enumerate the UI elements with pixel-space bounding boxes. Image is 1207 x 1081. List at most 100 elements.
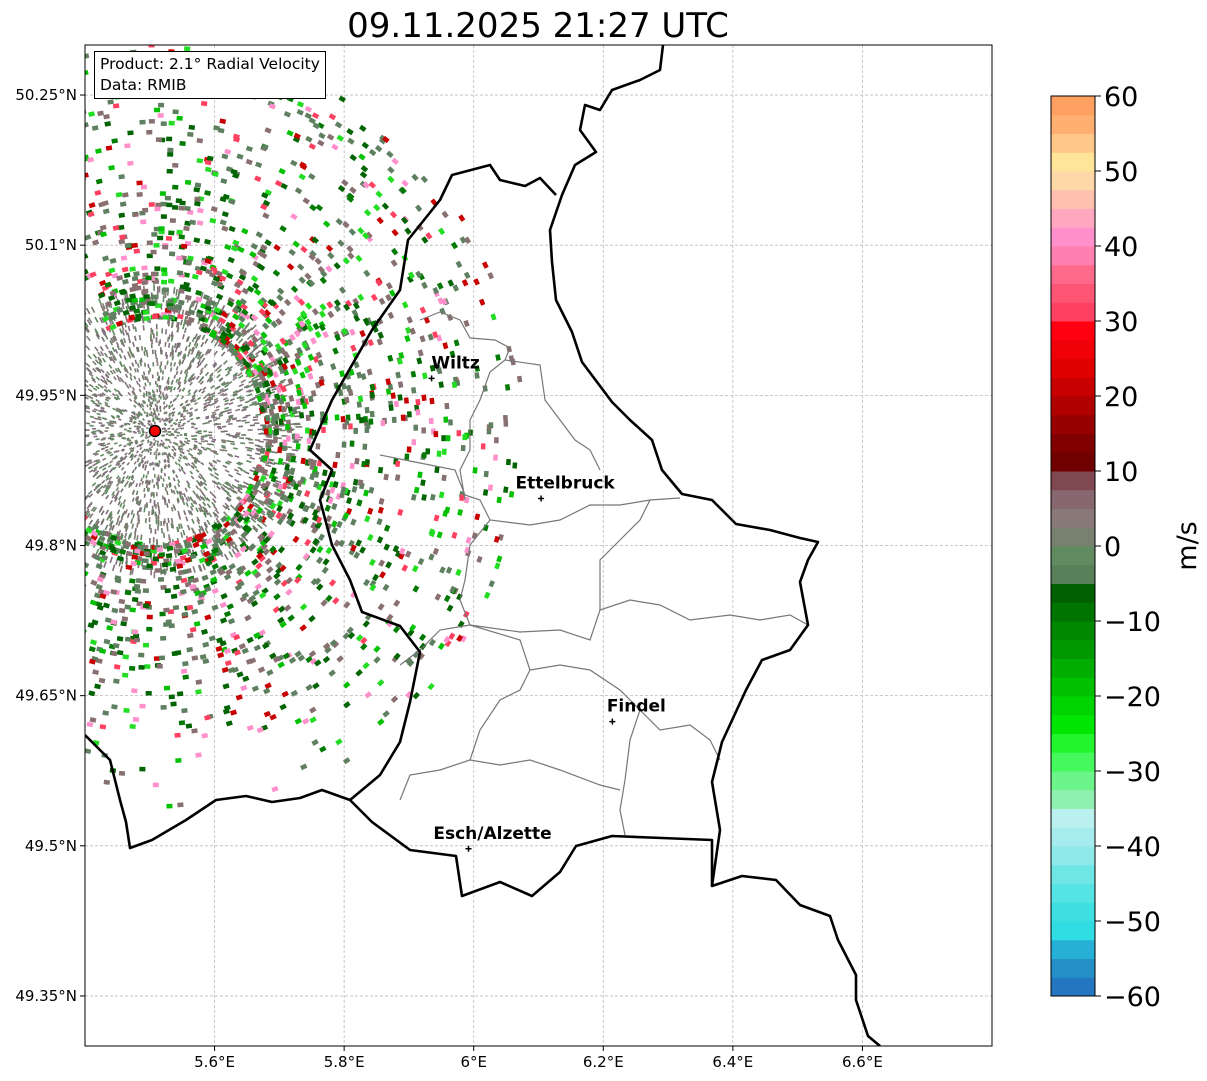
radar-gate <box>37 444 43 446</box>
radar-gate <box>150 442 153 445</box>
radar-gate <box>198 442 203 445</box>
radar-gate <box>279 337 287 345</box>
radar-gate <box>179 427 183 430</box>
radar-gate <box>75 490 80 495</box>
radar-gate <box>195 469 200 473</box>
radar-gate <box>179 523 183 529</box>
radar-gate <box>188 411 193 415</box>
radar-gate <box>159 368 162 373</box>
radar-gate <box>210 206 218 212</box>
radar-gate <box>249 424 256 427</box>
radar-gate <box>141 400 145 404</box>
radar-gate <box>63 161 70 167</box>
radar-gate <box>141 314 144 321</box>
radar-gate <box>175 366 179 371</box>
radar-gate <box>429 529 436 538</box>
radar-gate <box>187 524 191 531</box>
radar-gate <box>184 345 188 352</box>
radar-gate <box>199 370 204 376</box>
radar-gate <box>143 411 147 415</box>
radar-gate <box>161 392 165 396</box>
radar-gate <box>55 475 61 479</box>
radar-gate <box>128 383 132 388</box>
radar-gate <box>148 395 151 399</box>
radar-gate <box>91 378 97 383</box>
radar-gate <box>132 633 140 639</box>
radar-gate <box>163 387 167 391</box>
radar-gate <box>17 427 23 429</box>
radar-gate <box>75 651 82 657</box>
radar-gate <box>151 232 158 237</box>
radar-gate <box>111 491 116 496</box>
colorbar-segment <box>1051 696 1095 716</box>
radar-gate <box>132 717 140 722</box>
radar-gate <box>239 398 245 402</box>
radar-gate <box>278 424 285 427</box>
radar-gate <box>120 479 124 484</box>
radar-gate <box>42 367 48 371</box>
radar-gate <box>72 509 77 514</box>
radar-gate <box>263 497 271 505</box>
radar-gate <box>202 550 211 558</box>
radar-gate <box>242 523 250 532</box>
radar-gate <box>70 425 75 427</box>
radar-gate <box>77 455 82 458</box>
radar-gate <box>201 496 206 502</box>
radar-gate <box>157 519 160 525</box>
radar-gate <box>166 803 173 809</box>
radar-gate <box>368 418 374 425</box>
radar-gate <box>181 497 185 503</box>
radar-gate <box>273 244 281 252</box>
radar-gate <box>108 525 113 531</box>
radar-gate <box>349 440 355 447</box>
radar-gate <box>61 460 66 463</box>
radar-gate <box>39 369 45 373</box>
radar-gate <box>201 563 206 571</box>
radar-gate <box>246 334 253 341</box>
radar-gate <box>16 436 23 438</box>
radar-gate <box>76 175 83 181</box>
radar-gate <box>180 243 188 249</box>
radar-gate <box>142 376 145 381</box>
radar-gate <box>349 462 355 470</box>
radar-gate <box>162 287 169 293</box>
radar-gate <box>197 599 205 606</box>
radar-gate <box>211 480 217 485</box>
radar-gate <box>173 561 177 569</box>
radar-gate <box>39 769 46 775</box>
radar-gate <box>62 367 68 371</box>
radar-gate <box>72 429 77 431</box>
radar-gate <box>208 431 213 434</box>
radar-gate <box>41 473 47 477</box>
radar-gate <box>133 637 141 643</box>
radar-gate <box>226 272 234 280</box>
radar-gate <box>235 486 241 491</box>
radar-gate <box>197 334 202 341</box>
radar-gate <box>50 427 55 429</box>
radar-gate <box>292 240 300 248</box>
radar-gate <box>184 487 188 492</box>
radar-gate <box>121 479 125 484</box>
radar-gate <box>240 303 248 311</box>
radar-gate <box>37 347 43 352</box>
border-france-belgium <box>85 734 351 850</box>
radar-gate <box>251 685 260 692</box>
radar-gate <box>333 299 341 307</box>
radar-gate <box>248 594 257 602</box>
radar-gate <box>143 294 150 300</box>
radar-gate <box>161 495 164 500</box>
radar-gate <box>52 639 59 646</box>
radar-gate <box>342 757 351 765</box>
radar-gate <box>199 481 204 487</box>
radar-gate <box>170 411 174 415</box>
radar-gate <box>89 717 97 723</box>
radar-gate <box>162 477 165 482</box>
radar-gate <box>237 404 243 408</box>
colorbar-segment <box>1051 827 1095 847</box>
x-tick-label: 6.2°E <box>583 1053 624 1071</box>
radar-gate <box>85 234 92 241</box>
radar-gate <box>261 143 269 151</box>
radar-gate <box>177 423 181 426</box>
radar-gate <box>224 366 230 371</box>
radar-gate <box>214 476 219 481</box>
